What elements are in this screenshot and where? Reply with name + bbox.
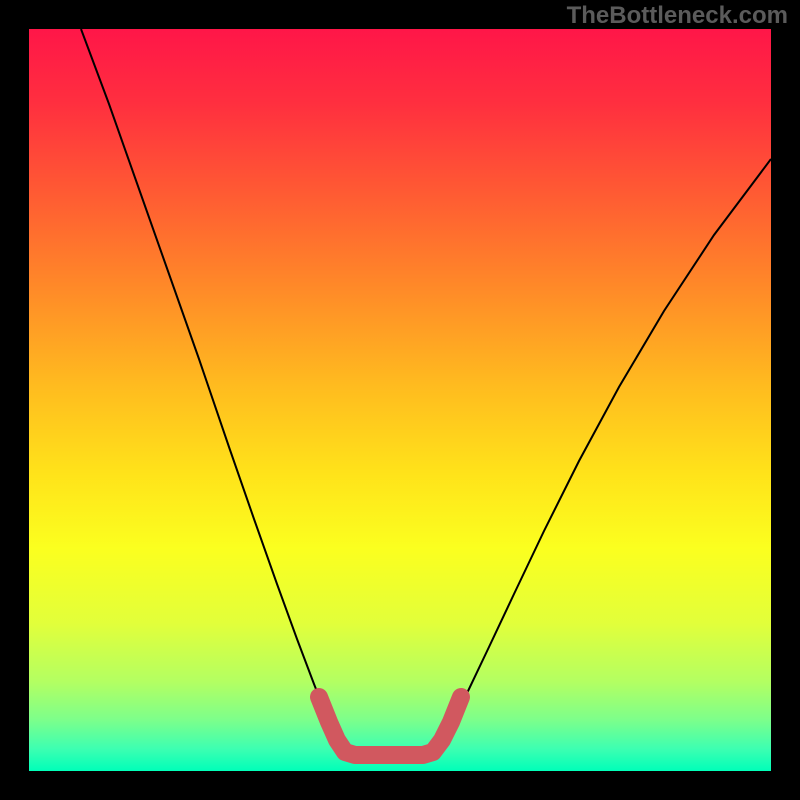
bottleneck-chart <box>29 29 771 771</box>
chart-background <box>29 29 771 771</box>
watermark-text: TheBottleneck.com <box>567 2 788 30</box>
chart-frame: TheBottleneck.com <box>0 0 800 800</box>
